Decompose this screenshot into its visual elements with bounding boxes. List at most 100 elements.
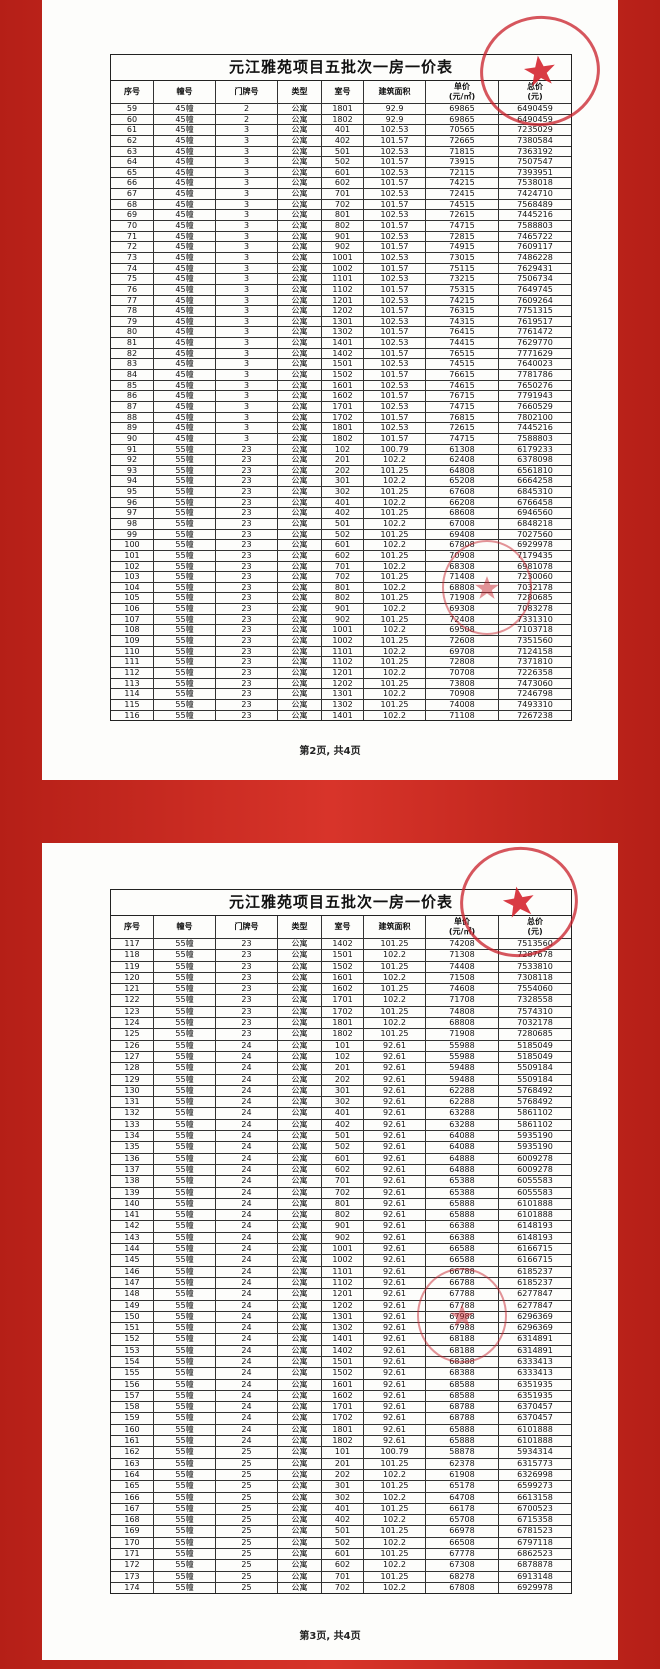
cell-room: 102 (322, 444, 364, 455)
cell-building: 45幢 (154, 284, 216, 295)
cell-seq: 150 (111, 1311, 154, 1323)
cell-room: 1201 (322, 295, 364, 306)
cell-building: 45幢 (154, 338, 216, 348)
cell-unit-price: 68388 (426, 1368, 499, 1379)
cell-room: 402 (322, 1119, 364, 1131)
cell-total-price: 6946560 (517, 508, 553, 518)
cell-unit-price: 74608 (426, 984, 499, 995)
cell-floor-area: 102.53 (364, 401, 426, 412)
cell-room: 802 (322, 1210, 364, 1221)
cell-unit-price: 67008 (426, 518, 499, 529)
cell-floor-area: 92.61 (364, 1277, 426, 1289)
cell-seq: 115 (111, 699, 154, 710)
table-row: 104 55幢 23 公寓 801 102.2 68808 7032178 (111, 582, 571, 594)
cell-type: 公寓 (278, 550, 322, 561)
cell-floor-area: 92.61 (364, 1424, 426, 1436)
cell-seq: 113 (111, 678, 154, 689)
cell-door-number: 24 (216, 1051, 278, 1063)
cell-unit-price: 66388 (426, 1232, 499, 1244)
cell-room: 1202 (322, 1300, 364, 1311)
cell-seq: 122 (111, 995, 154, 1006)
cell-floor-area: 101.57 (364, 412, 426, 423)
table-row: 119 55幢 23 公寓 1502 101.25 74408 7533810 (111, 961, 571, 973)
cell-building: 45幢 (154, 221, 216, 231)
cell-total-price: 6370457 (517, 1413, 553, 1423)
page-footer: 第2页, 共4页 (299, 746, 361, 757)
cell-total-price: 6862523 (517, 1549, 553, 1559)
cell-floor-area: 92.61 (364, 1300, 426, 1311)
cell-building: 55幢 (154, 1029, 216, 1040)
cell-total-price: 7568489 (517, 199, 553, 209)
cell-door-number: 23 (216, 1018, 278, 1029)
cell-type: 公寓 (278, 114, 322, 125)
cell-building: 55幢 (154, 657, 216, 667)
cell-building: 55幢 (154, 1356, 216, 1368)
cell-unit-price: 62378 (426, 1458, 499, 1469)
header-total-price: 总价 (元) (527, 917, 543, 936)
cell-room: 301 (322, 1085, 364, 1097)
document-page-3: 元江雅苑项目五批次一房一价表 序号 幢号 门牌号 类型 室号 建筑面积 单价 (元/㎡) 总价… (42, 837, 618, 1660)
cell-door-number: 23 (216, 476, 278, 487)
cell-building: 55幢 (154, 1469, 216, 1481)
cell-room: 501 (322, 1526, 364, 1537)
cell-type: 公寓 (278, 636, 322, 646)
cell-door-number: 24 (216, 1198, 278, 1210)
cell-floor-area: 101.25 (364, 699, 426, 710)
cell-unit-price: 64888 (426, 1153, 499, 1164)
cell-total-price: 5768492 (517, 1085, 553, 1095)
cell-floor-area: 101.25 (364, 1006, 426, 1018)
cell-door-number: 2 (216, 114, 278, 125)
table-row: 91 55幢 23 公寓 102 100.79 61308 6179233 (111, 444, 571, 456)
cell-door-number: 24 (216, 1153, 278, 1164)
cell-room: 1002 (322, 1255, 364, 1266)
cell-door-number: 25 (216, 1526, 278, 1537)
cell-unit-price: 72808 (426, 657, 499, 667)
cell-room: 901 (322, 231, 364, 242)
cell-floor-area: 92.61 (364, 1187, 426, 1198)
table-row: 76 45幢 3 公寓 1102 101.57 75315 7649745 (111, 284, 571, 296)
cell-total-price: 6185237 (517, 1277, 553, 1287)
cell-seq: 98 (111, 518, 154, 529)
cell-type: 公寓 (278, 1424, 322, 1436)
cell-total-price: 6766458 (517, 497, 553, 507)
cell-door-number: 3 (216, 157, 278, 167)
cell-room: 1501 (322, 359, 364, 370)
cell-total-price: 7371810 (517, 657, 553, 667)
cell-room: 701 (322, 189, 364, 199)
cell-door-number: 24 (216, 1436, 278, 1447)
cell-seq: 74 (111, 263, 154, 274)
cell-type: 公寓 (278, 221, 322, 231)
cell-seq: 117 (111, 939, 154, 950)
cell-type: 公寓 (278, 1582, 322, 1594)
cell-building: 55幢 (154, 1549, 216, 1560)
cell-room: 901 (322, 604, 364, 614)
cell-type: 公寓 (278, 1085, 322, 1097)
cell-total-price: 7538018 (517, 178, 553, 188)
cell-unit-price: 73915 (426, 157, 499, 167)
cell-total-price: 6314891 (517, 1334, 553, 1344)
cell-building: 55幢 (154, 1390, 216, 1402)
cell-floor-area: 102.2 (364, 582, 426, 593)
cell-building: 55幢 (154, 1582, 216, 1594)
cell-room: 1101 (322, 646, 364, 657)
cell-floor-area: 101.25 (364, 1549, 426, 1560)
cell-seq: 99 (111, 529, 154, 540)
table-row: 173 55幢 25 公寓 701 101.25 68278 6913148 (111, 1571, 571, 1583)
cell-type: 公寓 (278, 625, 322, 636)
cell-building: 45幢 (154, 359, 216, 370)
cell-unit-price: 74915 (426, 242, 499, 252)
cell-type: 公寓 (278, 433, 322, 444)
cell-total-price: 6009278 (517, 1164, 553, 1174)
cell-room: 1002 (322, 263, 364, 274)
cell-unit-price: 74215 (426, 295, 499, 306)
cell-type: 公寓 (278, 444, 322, 455)
cell-unit-price: 73015 (426, 252, 499, 263)
cell-seq: 105 (111, 593, 154, 604)
cell-door-number: 3 (216, 412, 278, 423)
cell-unit-price: 69508 (426, 625, 499, 636)
cell-total-price: 6148193 (517, 1221, 553, 1231)
cell-building: 55幢 (154, 1311, 216, 1323)
cell-door-number: 23 (216, 646, 278, 657)
cell-door-number: 3 (216, 284, 278, 295)
cell-seq: 172 (111, 1560, 154, 1571)
